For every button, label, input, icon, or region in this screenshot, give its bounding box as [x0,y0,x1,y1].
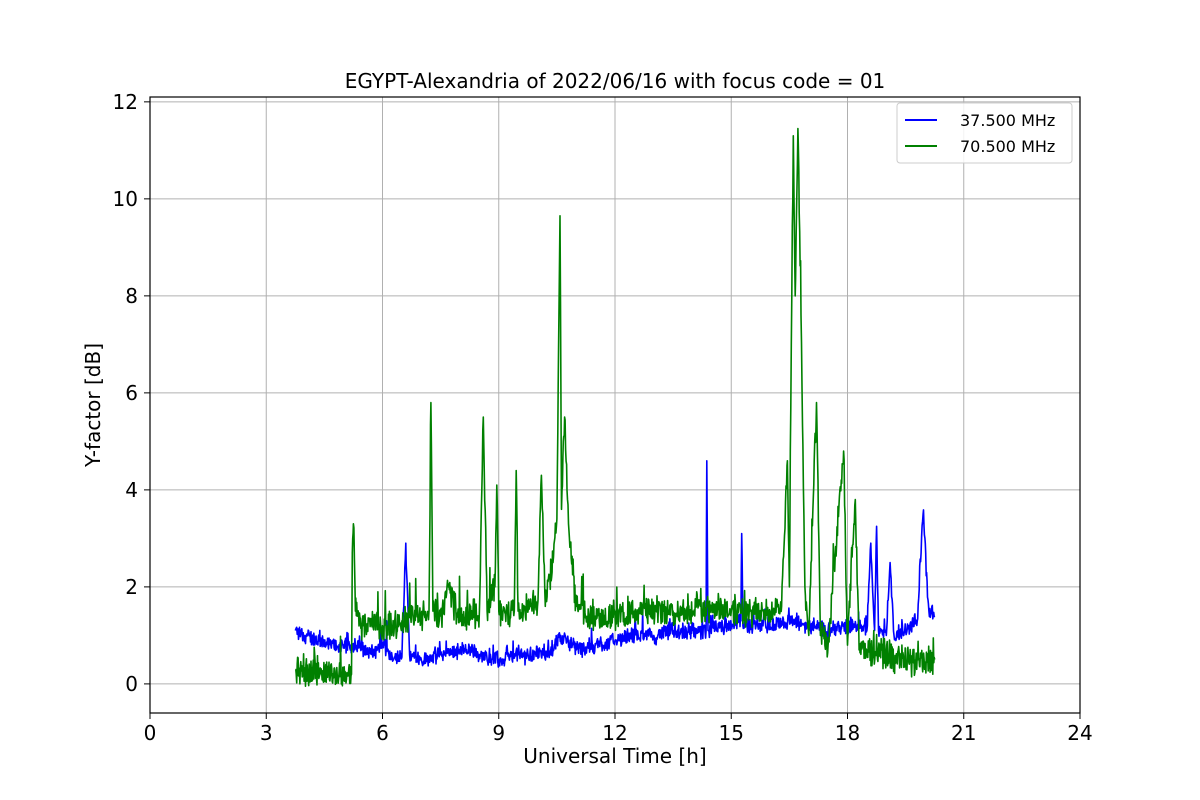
x-tick-label: 3 [260,721,273,745]
y-tick-label: 6 [125,381,138,405]
y-axis-label: Y-factor [dB] [81,343,105,468]
series-line-2 [294,127,936,687]
x-tick-label: 21 [951,721,976,745]
chart-title: EGYPT-Alexandria of 2022/06/16 with focu… [345,69,886,93]
series-layer [294,127,936,687]
legend-box [896,102,1073,164]
x-tick-label: 0 [144,721,157,745]
legend-label: 70.500 MHz [960,137,1055,156]
grid [149,97,1081,713]
y-tick-label: 8 [125,284,138,308]
y-tick-label: 0 [125,672,138,696]
legend-label: 37.500 MHz [960,111,1055,130]
x-tick-label: 12 [602,721,627,745]
y-tick-label: 12 [113,90,138,114]
x-axis-label: Universal Time [h] [523,744,706,768]
series-line-1 [294,460,936,668]
y-tick-label: 4 [125,478,138,502]
x-tick-label: 9 [492,721,505,745]
y-tick-label: 10 [113,187,138,211]
y-tick-label: 2 [125,575,138,599]
x-tick-label: 6 [376,721,389,745]
x-tick-label: 24 [1067,721,1092,745]
legend: 37.500 MHz 70.500 MHz [896,102,1073,164]
x-tick-label: 15 [719,721,744,745]
x-tick-label: 18 [835,721,860,745]
